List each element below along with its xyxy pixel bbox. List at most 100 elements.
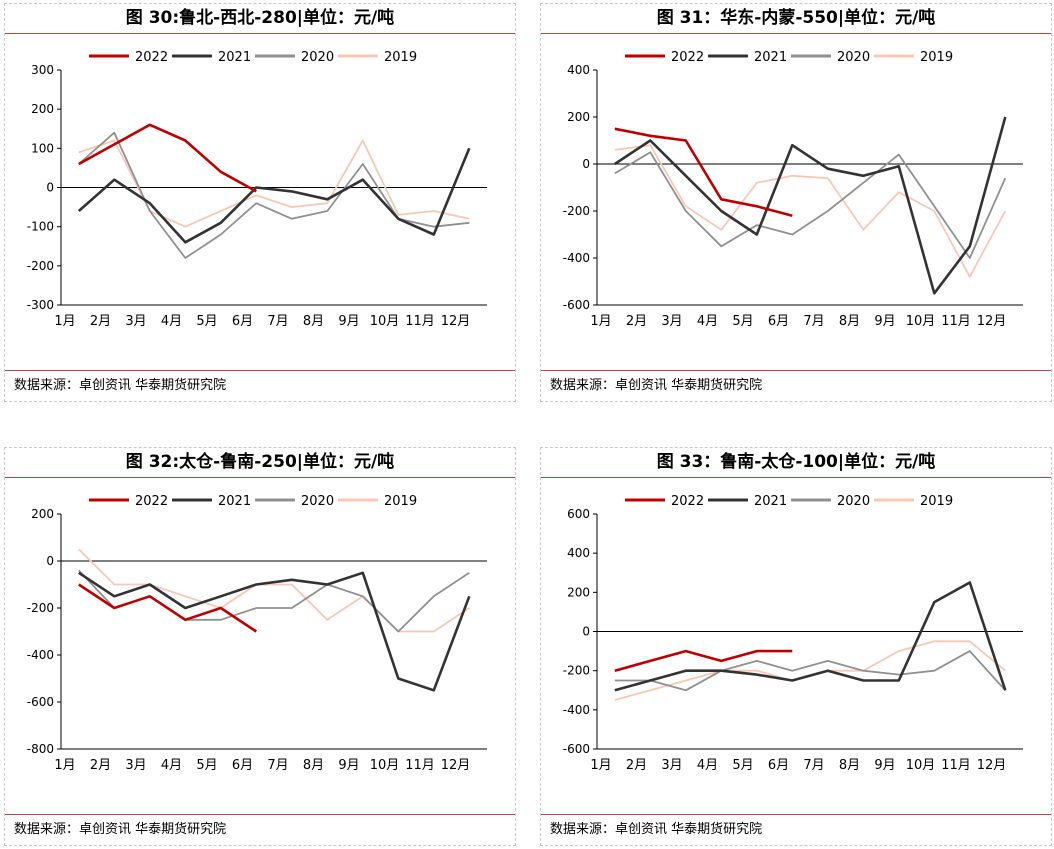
x-tick-label: 8月 xyxy=(303,758,324,773)
x-tick-label: 9月 xyxy=(338,314,359,329)
legend-label: 2022 xyxy=(671,50,704,65)
x-tick-label: 5月 xyxy=(732,758,753,773)
x-tick-label: 10月 xyxy=(906,314,936,329)
x-tick-label: 12月 xyxy=(977,758,1007,773)
x-tick-label: 3月 xyxy=(125,314,146,329)
chart-title: 图 31：华东-内蒙-550|单位：元/吨 xyxy=(541,4,1051,34)
legend-label: 2021 xyxy=(754,494,787,509)
x-tick-label: 1月 xyxy=(54,314,75,329)
y-tick-label: 200 xyxy=(567,585,590,599)
legend-label: 2021 xyxy=(754,50,787,65)
chart-plot: -600 -400 -200 0 200 400 600 1月 2月 3月 4月 5月 6月 7月 8月 9月… xyxy=(563,494,1023,773)
x-tick-label: 3月 xyxy=(661,314,682,329)
x-tick-label: 4月 xyxy=(161,758,182,773)
chart-panel-31: 图 31：华东-内蒙-550|单位：元/吨 -600 -400 -200 0 200 40… xyxy=(540,3,1052,402)
x-tick-label: 1月 xyxy=(590,314,611,329)
x-tick-label: 8月 xyxy=(303,314,324,329)
x-tick-label: 7月 xyxy=(267,314,288,329)
legend-label: 2019 xyxy=(384,50,417,65)
legend-label: 2020 xyxy=(301,50,334,65)
series-line-2019 xyxy=(78,548,470,633)
legend-label: 2019 xyxy=(920,494,953,509)
x-tick-label: 7月 xyxy=(803,758,824,773)
x-tick-label: 12月 xyxy=(441,314,471,329)
y-tick-label: -400 xyxy=(27,648,54,662)
x-tick-label: 12月 xyxy=(977,314,1007,329)
legend-label: 2021 xyxy=(218,50,251,65)
chart-panel-33: 图 33：鲁南-太仓-100|单位：元/吨 -600 -400 -200 0 200 40… xyxy=(540,447,1052,846)
y-tick-label: -600 xyxy=(563,298,590,312)
legend-label: 2021 xyxy=(218,494,251,509)
series-line-2022 xyxy=(78,583,258,633)
y-tick-label: -100 xyxy=(27,220,54,234)
series-line-2022 xyxy=(78,123,257,193)
y-tick-label: -200 xyxy=(563,664,590,678)
x-tick-label: 3月 xyxy=(125,758,146,773)
x-tick-label: 4月 xyxy=(697,758,718,773)
y-tick-label: 200 xyxy=(31,102,54,116)
legend-label: 2022 xyxy=(671,494,704,509)
x-tick-label: 11月 xyxy=(405,758,435,773)
x-tick-label: 8月 xyxy=(839,314,860,329)
x-tick-label: 6月 xyxy=(768,314,789,329)
x-tick-label: 2月 xyxy=(90,758,111,773)
x-tick-label: 11月 xyxy=(941,758,971,773)
series-line-2019 xyxy=(614,640,1006,701)
chart-title: 图 33：鲁南-太仓-100|单位：元/吨 xyxy=(541,448,1051,478)
y-tick-label: -200 xyxy=(27,601,54,615)
y-tick-label: 0 xyxy=(46,554,54,568)
y-tick-label: -200 xyxy=(27,259,54,273)
x-tick-label: 6月 xyxy=(232,314,253,329)
legend-label: 2020 xyxy=(837,50,870,65)
x-tick-label: 7月 xyxy=(267,758,288,773)
x-tick-label: 9月 xyxy=(874,314,895,329)
x-tick-label: 5月 xyxy=(196,314,217,329)
y-tick-label: 600 xyxy=(567,507,590,521)
y-tick-label: -300 xyxy=(27,298,54,312)
chart-source: 数据来源：卓创资讯 华泰期货研究院 xyxy=(541,814,1051,844)
x-tick-label: 9月 xyxy=(338,758,359,773)
chart-source: 数据来源：卓创资讯 华泰期货研究院 xyxy=(541,370,1051,400)
chart-title: 图 30:鲁北-西北-280|单位：元/吨 xyxy=(5,4,515,34)
y-tick-label: -200 xyxy=(563,204,590,218)
legend-label: 2019 xyxy=(384,494,417,509)
x-tick-label: 6月 xyxy=(768,758,789,773)
chart-panel-30: 图 30:鲁北-西北-280|单位：元/吨 -300 -200 -100 0 100 20… xyxy=(4,3,516,402)
x-tick-label: 11月 xyxy=(405,314,435,329)
series-line-2021 xyxy=(614,581,1007,692)
x-tick-label: 4月 xyxy=(161,314,182,329)
x-tick-label: 12月 xyxy=(441,758,471,773)
x-tick-label: 1月 xyxy=(54,758,75,773)
x-tick-label: 10月 xyxy=(370,758,400,773)
y-tick-label: 200 xyxy=(31,507,54,521)
y-tick-label: 400 xyxy=(567,63,590,77)
series-line-2021 xyxy=(614,116,1007,295)
y-tick-label: -800 xyxy=(27,742,54,756)
chart-panel-32: 图 32:太仓-鲁南-250|单位：元/吨 -800 -600 -400 -200 0 2… xyxy=(4,447,516,846)
chart-plot: -800 -600 -400 -200 0 200 1月 2月 3月 4月 5月 6月 7月 8月 9月 10… xyxy=(27,494,487,773)
series-line-2021 xyxy=(78,571,471,692)
y-tick-label: 400 xyxy=(567,546,590,560)
x-tick-label: 5月 xyxy=(196,758,217,773)
y-tick-label: 200 xyxy=(567,110,590,124)
y-tick-label: -600 xyxy=(563,742,590,756)
x-tick-label: 6月 xyxy=(232,758,253,773)
y-tick-label: -400 xyxy=(563,703,590,717)
chart-source: 数据来源：卓创资讯 华泰期货研究院 xyxy=(5,814,515,844)
x-tick-label: 4月 xyxy=(697,314,718,329)
series-line-2020 xyxy=(614,650,1006,692)
x-tick-label: 10月 xyxy=(906,758,936,773)
series-line-2021 xyxy=(77,147,471,244)
chart-source: 数据来源：卓创资讯 华泰期货研究院 xyxy=(5,370,515,400)
chart-plot: -300 -200 -100 0 100 200 300 1月 2月 3月 4月 5月 6月 7月 8月 9月… xyxy=(27,50,487,329)
chart-plot: -600 -400 -200 0 200 400 1月 2月 3月 4月 5月 6月 7月 8月 9月 10月… xyxy=(563,50,1023,329)
series-line-2022 xyxy=(614,127,793,217)
legend-label: 2019 xyxy=(920,50,953,65)
series-line-2019 xyxy=(614,144,1007,278)
y-tick-label: 100 xyxy=(31,141,54,155)
x-tick-label: 10月 xyxy=(370,314,400,329)
x-tick-label: 8月 xyxy=(839,758,860,773)
legend-label: 2020 xyxy=(837,494,870,509)
series-line-2020 xyxy=(614,151,1007,259)
x-tick-label: 2月 xyxy=(626,314,647,329)
